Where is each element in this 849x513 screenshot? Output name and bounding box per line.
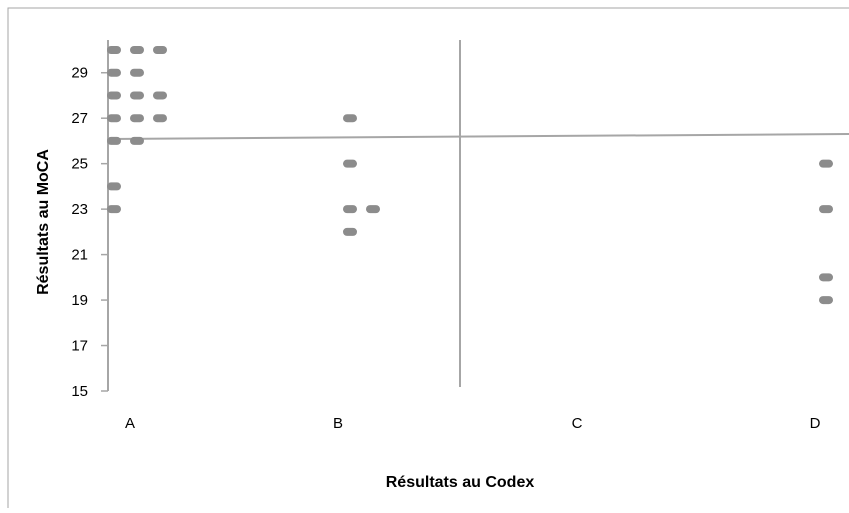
chart-frame [7, 7, 849, 513]
x-axis-title: Résultats au Codex [386, 474, 535, 491]
data-point [819, 273, 833, 282]
y-tick-label: 23 [71, 201, 88, 218]
x-tick-label: B [333, 415, 343, 432]
data-point [130, 114, 144, 123]
data-point [130, 68, 144, 77]
y-axis-ticks: 15 17 19 21 23 25 27 29 [71, 65, 108, 400]
data-point [153, 114, 167, 123]
data-point [107, 46, 121, 54]
data-point [343, 114, 357, 123]
data-point [343, 159, 357, 168]
data-point [343, 227, 357, 236]
data-point [130, 91, 144, 100]
data-point [343, 205, 357, 214]
y-tick-label: 17 [71, 338, 88, 355]
data-point [366, 205, 380, 214]
horizontal-divider-line [107, 133, 849, 140]
y-tick-label: 29 [71, 65, 88, 82]
y-tick-label: 15 [71, 383, 88, 400]
y-tick-label: 21 [71, 247, 88, 264]
x-tick-label: A [125, 415, 135, 432]
y-tick-label: 25 [71, 156, 88, 173]
data-point [130, 46, 144, 54]
data-point [819, 159, 833, 168]
data-point [107, 182, 121, 191]
x-tick-label: C [572, 415, 583, 432]
data-point [107, 68, 121, 77]
y-tick-label: 27 [71, 110, 88, 127]
x-axis-ticks: A B C D [125, 415, 821, 432]
data-point [153, 46, 167, 54]
y-axis-title: Résultats au MoCA [35, 149, 52, 295]
data-point [107, 114, 121, 123]
data-point [107, 91, 121, 100]
data-points [107, 46, 833, 305]
x-tick-label: D [810, 415, 821, 432]
data-point [130, 136, 144, 145]
y-tick-label: 19 [71, 292, 88, 309]
data-point [107, 136, 121, 145]
data-point [819, 296, 833, 305]
data-point [107, 205, 121, 214]
quadrant-lines [107, 40, 849, 387]
data-point [153, 91, 167, 100]
data-point [819, 205, 833, 214]
